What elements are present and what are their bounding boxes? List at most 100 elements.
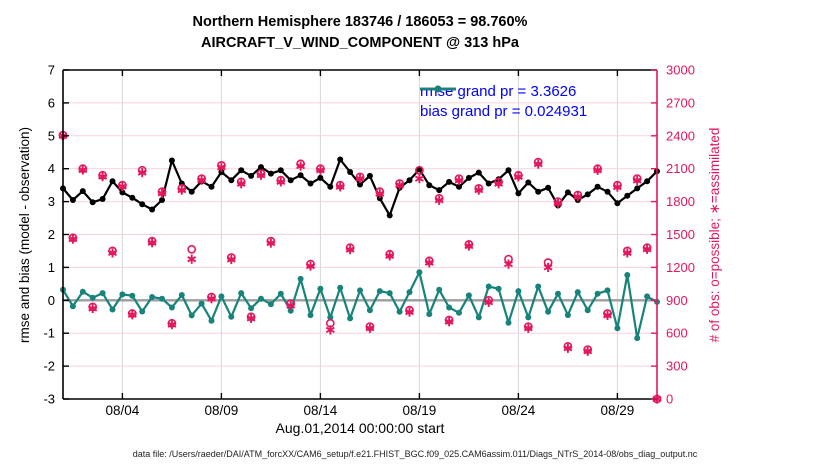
assimilated-obs-marker — [454, 177, 464, 184]
assimilated-obs-marker — [266, 239, 276, 247]
assimilated-obs-marker — [474, 186, 484, 194]
tick-label: 1500 — [666, 227, 695, 242]
assimilated-obs-marker — [405, 308, 414, 316]
y-tick-labels-right: 0 300 600 900 1200 1500 1800 2100 2400 2700 3000 — [666, 63, 695, 407]
y-axis-label-right: # of obs: o=possible; ∗=assimilated — [707, 127, 722, 343]
assimilated-obs-marker — [207, 295, 216, 302]
assimilated-obs-marker — [147, 239, 157, 246]
assimilated-obs-marker — [335, 183, 345, 190]
tick-label: 08/24 — [502, 403, 536, 418]
tick-label: 4 — [48, 161, 55, 176]
axis-ticks — [63, 69, 657, 400]
assimilated-obs-marker — [325, 326, 335, 334]
assimilated-obs-marker — [504, 260, 513, 268]
assimilated-obs-marker — [216, 164, 226, 171]
tick-label: 0 — [48, 293, 55, 308]
legend-item-bias: bias grand pr = 0.024931 — [420, 85, 588, 121]
tick-label: 1800 — [666, 194, 695, 209]
assimilated-obs-marker — [424, 259, 434, 266]
assimilated-obs-marker — [533, 160, 543, 168]
assimilated-obs-marker — [177, 186, 187, 194]
tick-label: 08/19 — [403, 403, 437, 418]
assimilated-obs-marker — [157, 190, 167, 197]
assimilated-obs-marker — [494, 180, 504, 187]
chart-subtitle: AIRCRAFT_V_WIND_COMPONENT @ 313 hPa — [201, 35, 519, 51]
assimilated-obs-marker — [296, 162, 306, 170]
legend: rmse grand pr = 3.3626 bias grand pr = 0… — [420, 82, 587, 121]
assimilated-obs-marker — [246, 315, 256, 322]
assimilated-obs-marker — [395, 181, 405, 189]
assimilated-obs-marker — [464, 242, 474, 250]
assimilated-obs-marker — [187, 256, 197, 263]
assimilated-obs-marker — [414, 175, 424, 182]
assimilated-obs-marker — [543, 264, 553, 271]
tick-label: 08/29 — [601, 403, 635, 418]
assimilated-obs-marker — [513, 173, 523, 181]
x-axis-label: Aug.01,2014 00:00:00 start — [275, 420, 445, 436]
assimilated-obs-marker — [117, 183, 127, 190]
assimilated-obs-marker — [622, 249, 632, 257]
possible-obs-marker — [187, 244, 197, 254]
assimilated-obs-marker — [523, 325, 533, 332]
assimilated-obs-marker — [88, 305, 98, 312]
assimilated-obs-marker — [365, 325, 375, 332]
bias-series — [60, 269, 660, 342]
assimilated-obs-marker — [226, 256, 236, 263]
assimilated-obs-marker — [573, 193, 583, 200]
assimilated-obs-marker — [68, 235, 78, 243]
bias-line-sample-icon — [420, 85, 456, 93]
legend-label-bias: bias grand pr = 0.024931 — [420, 103, 588, 120]
assimilated-obs-marker — [375, 190, 385, 197]
tick-label: 08/14 — [304, 403, 338, 418]
assimilated-obs-marker — [256, 172, 266, 179]
assimilated-obs-marker — [315, 167, 325, 174]
tick-label: 300 — [666, 359, 688, 374]
assimilated-obs-marker — [108, 249, 117, 257]
assimilated-obs-marker — [484, 299, 494, 306]
tick-label: 2700 — [666, 95, 695, 110]
assimilated-obs-marker — [127, 311, 137, 318]
tick-label: 7 — [48, 63, 55, 78]
obs-markers — [58, 130, 662, 404]
rmse-series — [60, 156, 660, 219]
assimilated-obs-marker — [553, 200, 563, 207]
legend-label-rmse: rmse grand pr = 3.3626 — [420, 83, 577, 100]
chart-title: Northern Hemisphere 183746 / 186053 = 98… — [192, 14, 528, 30]
tick-label: 1 — [48, 260, 55, 275]
tick-label: 600 — [666, 326, 688, 341]
tick-label: 3 — [48, 194, 55, 209]
assimilated-obs-marker — [286, 302, 296, 309]
assimilated-obs-marker — [583, 348, 593, 355]
tick-label: -1 — [43, 326, 55, 341]
tick-label: 1200 — [666, 260, 695, 275]
tick-label: -3 — [43, 392, 55, 407]
possible-obs-marker — [414, 165, 424, 175]
assimilated-obs-marker — [612, 183, 622, 191]
tick-label: 2400 — [666, 128, 695, 143]
tick-label: 0 — [666, 392, 673, 407]
assimilated-obs-marker — [642, 246, 652, 253]
assimilated-obs-marker — [98, 173, 108, 180]
tick-label: 3000 — [666, 63, 695, 78]
assimilated-obs-marker — [345, 246, 355, 253]
assimilated-obs-marker — [593, 167, 603, 174]
assimilated-obs-marker — [385, 252, 395, 260]
assimilated-obs-marker — [78, 166, 88, 174]
tick-label: 08/09 — [205, 403, 239, 418]
assimilated-obs-marker — [306, 262, 315, 270]
x-tick-labels: 08/04 08/09 08/14 08/19 08/24 08/29 — [106, 403, 635, 418]
data-file-path: data file: /Users/raeder/DAI/ATM_forcXX/… — [132, 449, 698, 459]
y-tick-labels-left: -3 -2 -1 0 1 2 3 4 5 6 7 — [43, 63, 55, 407]
assimilated-obs-marker — [167, 321, 177, 328]
assimilated-obs-marker — [355, 175, 365, 182]
assimilated-obs-marker — [444, 318, 454, 325]
assimilated-obs-marker — [276, 178, 286, 186]
tick-label: 6 — [48, 95, 55, 110]
assimilated-obs-marker — [197, 177, 207, 184]
grid-horizontal — [63, 102, 657, 367]
tick-label: 5 — [48, 128, 55, 143]
tick-label: -2 — [43, 359, 55, 374]
tick-label: 2 — [48, 227, 55, 242]
